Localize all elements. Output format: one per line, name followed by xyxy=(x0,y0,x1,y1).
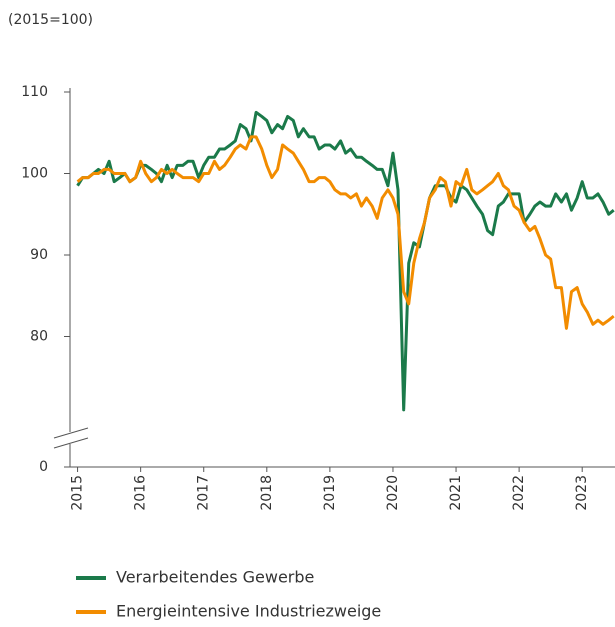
x-tick-label: 2015 xyxy=(70,475,86,511)
x-tick-label: 2023 xyxy=(574,475,590,511)
x-tick-label: 2019 xyxy=(322,475,338,511)
legend-label: Energieintensive Industriezweige xyxy=(116,602,381,621)
x-tick-label: 2020 xyxy=(385,475,401,511)
y-tick-label: 80 xyxy=(30,329,48,345)
y-tick-label: 90 xyxy=(30,247,48,263)
chart-subtitle: (2015=100) xyxy=(8,12,93,28)
legend-label: Verarbeitendes Gewerbe xyxy=(116,568,314,587)
y-tick-label: 100 xyxy=(21,166,48,182)
x-tick-label: 2016 xyxy=(133,475,149,511)
series-line xyxy=(76,110,615,412)
series-line xyxy=(76,135,615,330)
x-tick-label: 2018 xyxy=(259,475,275,511)
y-tick-label: 110 xyxy=(21,84,48,100)
axis-break-gap xyxy=(52,432,92,444)
x-tick-label: 2021 xyxy=(448,475,464,511)
axis-break-mark xyxy=(53,427,89,439)
axis-break-mark xyxy=(53,437,89,449)
x-tick-label: 2017 xyxy=(196,475,212,511)
y-tick-label: 0 xyxy=(39,459,48,475)
x-tick-label: 2022 xyxy=(511,475,527,511)
